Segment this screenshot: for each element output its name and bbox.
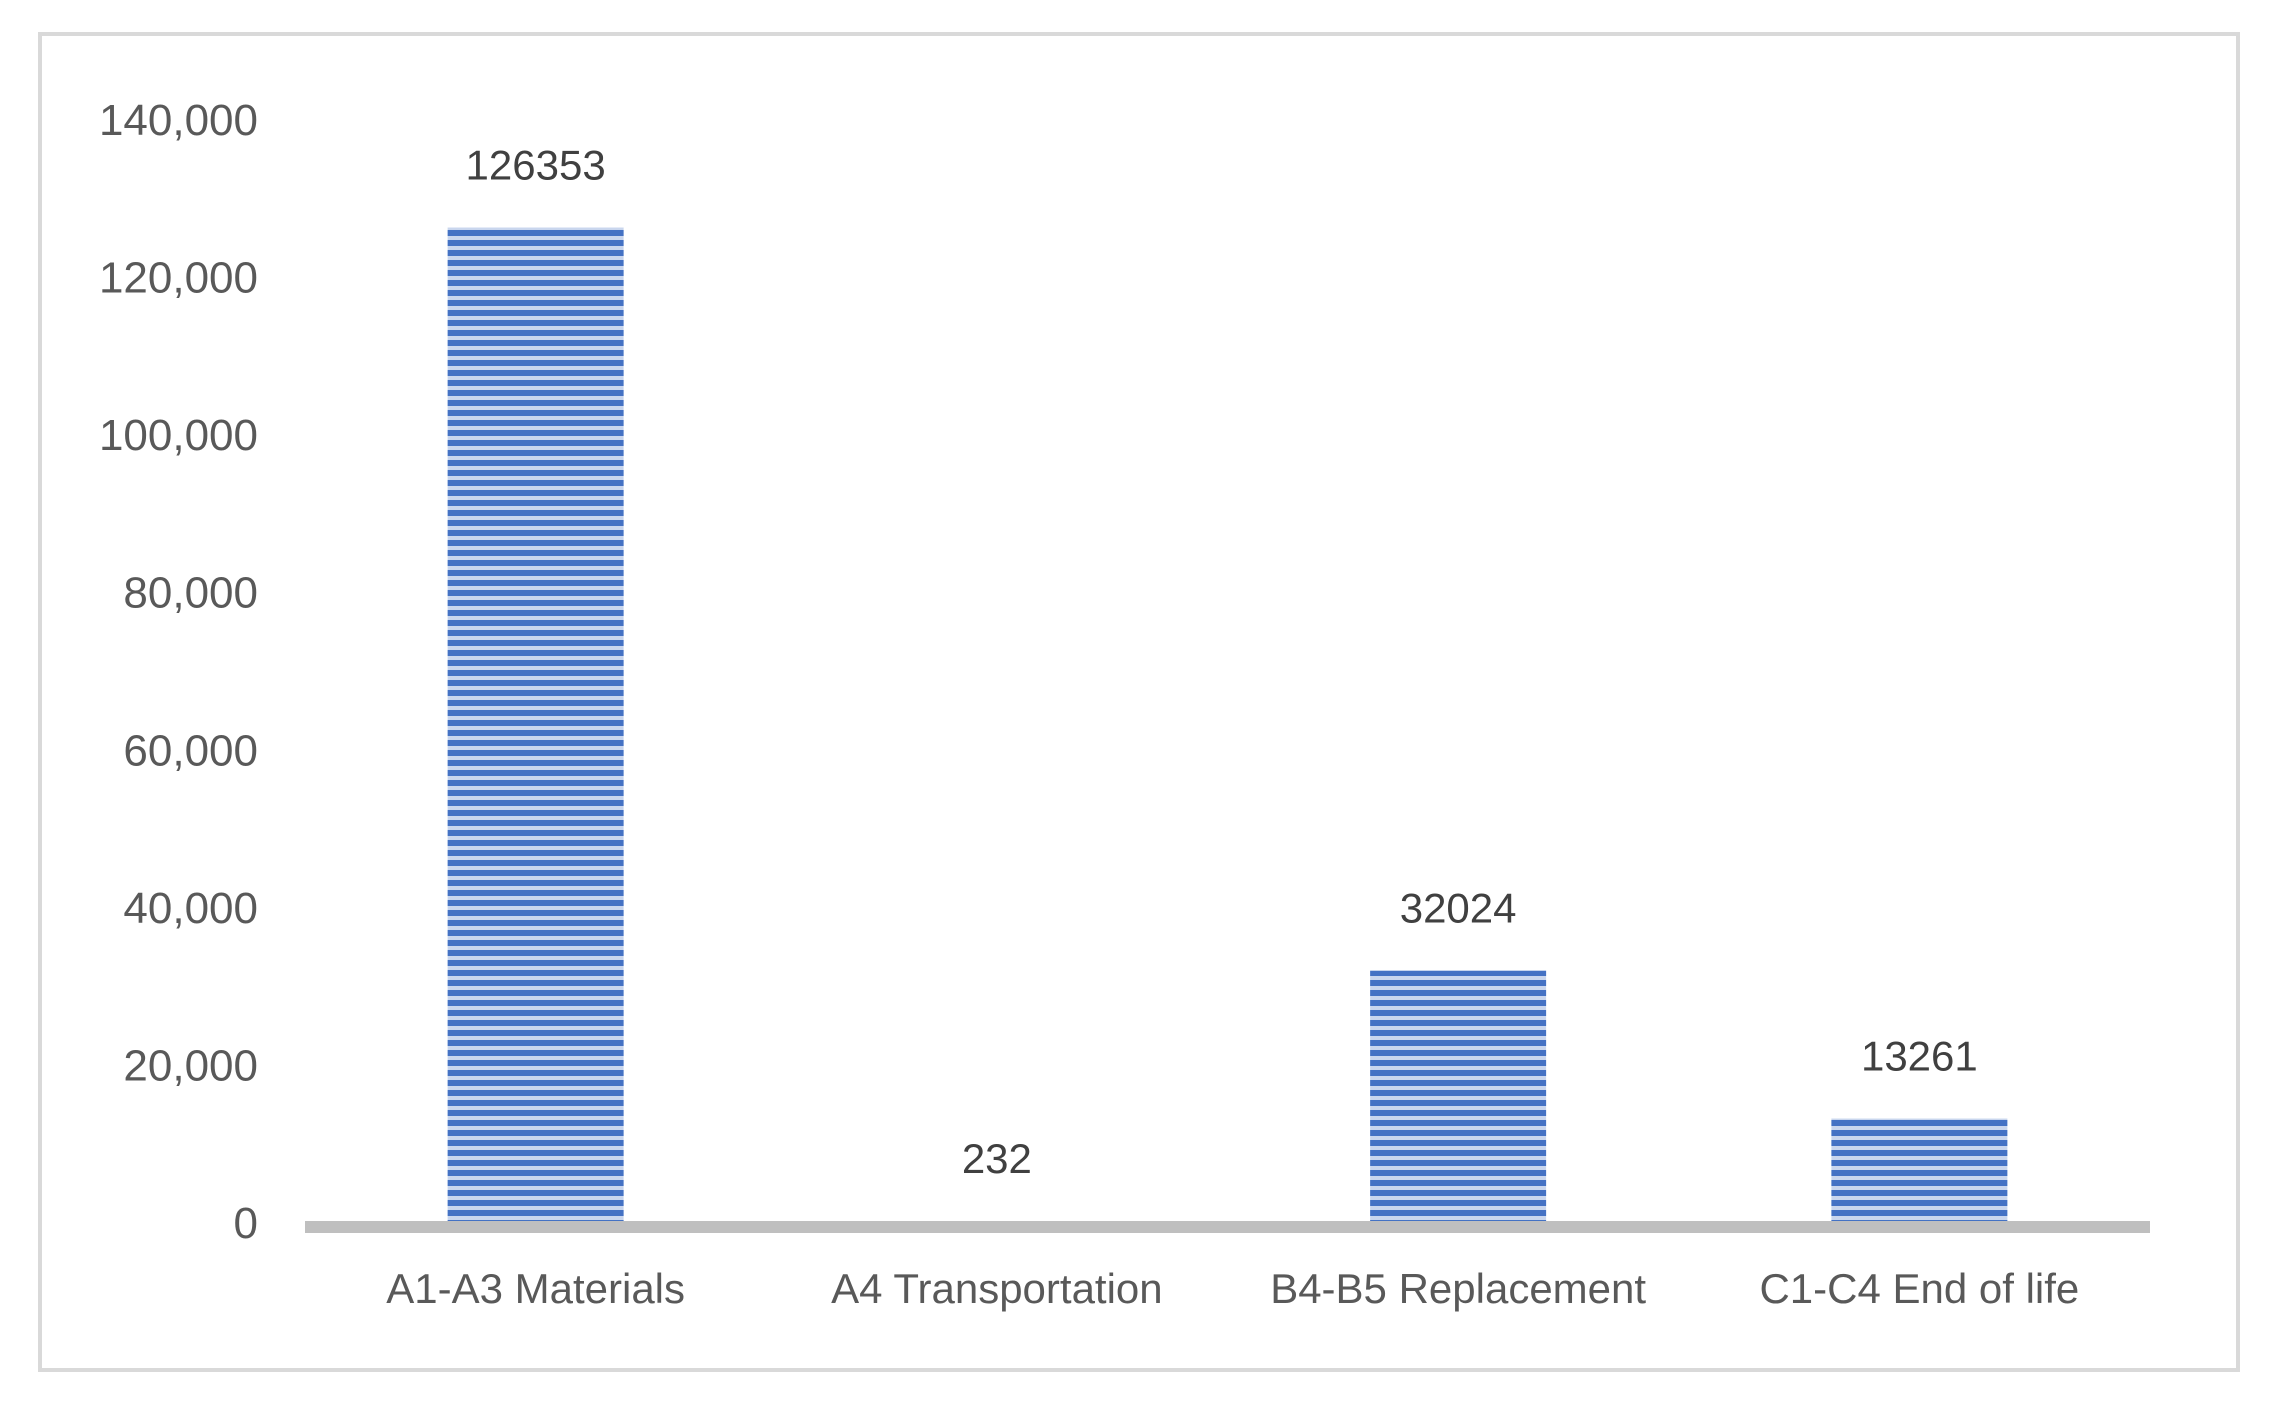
x-tick-label: C1-C4 End of life: [1759, 1265, 2079, 1312]
x-axis: A1-A3 Materials A4 Transportation B4-B5 Re…: [305, 1221, 2150, 1312]
y-tick-label: 80,000: [123, 569, 258, 618]
y-tick-label: 60,000: [123, 726, 258, 775]
x-tick-label: A1-A3 Materials: [386, 1265, 685, 1312]
bar: [1370, 970, 1547, 1223]
y-tick-label: 120,000: [99, 254, 258, 303]
bars: [447, 227, 2008, 1223]
data-label: 126353: [466, 142, 606, 189]
x-tick-label: B4-B5 Replacement: [1270, 1265, 1646, 1312]
data-label: 232: [962, 1135, 1032, 1182]
data-labels: 126353 232 32024 13261: [466, 142, 1978, 1183]
y-tick-label: 40,000: [123, 884, 258, 933]
x-tick-label: A4 Transportation: [831, 1265, 1163, 1312]
bar: [1831, 1118, 2008, 1223]
data-label: 32024: [1400, 885, 1517, 932]
data-label: 13261: [1861, 1033, 1978, 1080]
y-tick-label: 140,000: [99, 96, 258, 145]
bar: [447, 227, 624, 1223]
y-tick-label: 20,000: [123, 1041, 258, 1090]
y-tick-label: 0: [234, 1199, 258, 1248]
y-tick-label: 100,000: [99, 411, 258, 460]
y-axis: 0 20,000 40,000 60,000 80,000 100,000 120,000 1…: [99, 96, 258, 1248]
